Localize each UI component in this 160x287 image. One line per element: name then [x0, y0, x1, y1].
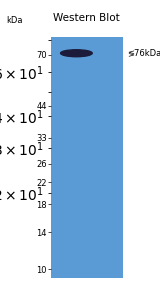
Text: ≶76kDa: ≶76kDa [127, 49, 160, 58]
Text: kDa: kDa [6, 16, 23, 25]
Ellipse shape [61, 50, 92, 57]
Text: Western Blot: Western Blot [53, 13, 120, 23]
